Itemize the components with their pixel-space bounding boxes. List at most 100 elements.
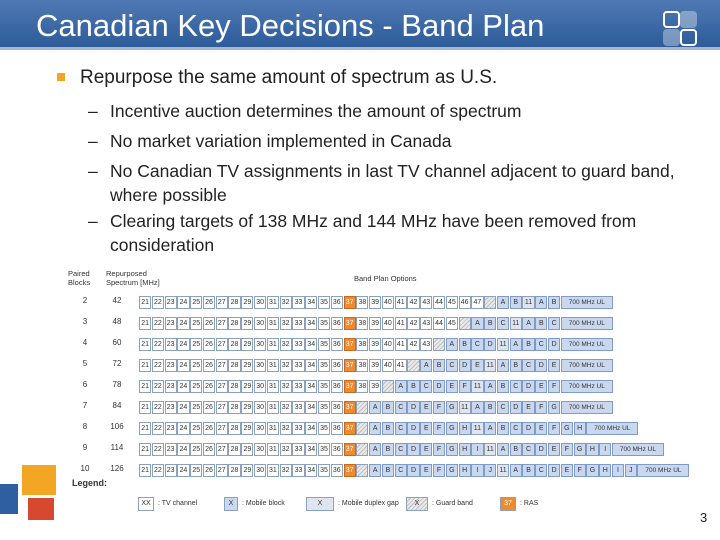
- tv-channel-cell: 22: [151, 464, 164, 477]
- duplex-gap-cell: 11: [484, 359, 497, 372]
- row-paired-blocks: 9: [82, 443, 88, 452]
- mobile-block-cell: E: [471, 359, 484, 372]
- ul-700-cell: 700 MHz UL: [560, 317, 613, 330]
- duplex-gap-cell: 11: [522, 296, 535, 309]
- mobile-block-cell: C: [394, 464, 407, 477]
- tv-channel-cell: 28: [228, 338, 241, 351]
- tv-channel-cell: 26: [202, 443, 216, 456]
- band-plan-row: 21 22 23 24 25 26 27 28 29 30 31 32 33 34 35 36 37 38 39 40…: [139, 359, 613, 372]
- tv-channel-cell: 29: [241, 464, 254, 477]
- tv-channel-cell: 34: [305, 401, 318, 414]
- tv-channel-cell: 30: [254, 296, 267, 309]
- mobile-block-cell: B: [509, 359, 522, 372]
- mobile-block-cell: H: [599, 464, 612, 477]
- ul-700-cell: 700 MHz UL: [560, 338, 613, 351]
- tv-channel-cell: 34: [305, 359, 318, 372]
- tv-channel-cell: 25: [190, 338, 203, 351]
- tv-channel-cell: 26: [202, 422, 216, 435]
- mobile-block-cell: A: [535, 296, 548, 309]
- tv-channel-cell: 39: [369, 338, 382, 351]
- mobile-block-cell: B: [484, 401, 497, 414]
- tv-channel-cell: 30: [254, 359, 267, 372]
- tv-channel-cell: 33: [292, 401, 305, 414]
- tv-channel-cell: 22: [151, 296, 164, 309]
- mobile-block-cell: B: [535, 317, 548, 330]
- mobile-block-cell: H: [573, 422, 586, 435]
- mobile-block-cell: B: [484, 317, 497, 330]
- tv-channel-cell: 46: [458, 296, 471, 309]
- tv-channel-cell: 23: [164, 359, 177, 372]
- tv-channel-cell: 29: [241, 317, 254, 330]
- mobile-block-cell: C: [496, 401, 510, 414]
- ras-cell: 37: [343, 380, 356, 393]
- tv-channel-cell: 33: [292, 443, 305, 456]
- mobile-block-cell: C: [509, 380, 522, 393]
- tv-channel-cell: 22: [151, 422, 164, 435]
- mobile-block-cell: C: [496, 317, 510, 330]
- guard-band-cell: [484, 296, 497, 309]
- mobile-block-cell: E: [522, 401, 535, 414]
- tv-channel-cell: 23: [164, 338, 177, 351]
- row-repurposed-spectrum: 72: [112, 359, 122, 368]
- tv-channel-cell: 44: [432, 296, 446, 309]
- bullet-square-icon: [57, 73, 65, 81]
- band-plan-row: 21 22 23 24 25 26 27 28 29 30 31 32 33 34 35 36 37 38 39 40…: [139, 317, 613, 330]
- row-paired-blocks: 10: [80, 464, 90, 473]
- tv-channel-cell: 27: [215, 380, 228, 393]
- mobile-block-cell: G: [586, 464, 599, 477]
- tv-channel-cell: 27: [215, 338, 228, 351]
- tv-channel-cell: 36: [330, 401, 343, 414]
- tv-channel-cell: 47: [471, 296, 484, 309]
- row-paired-blocks: 8: [82, 422, 88, 431]
- row-repurposed-spectrum: 42: [112, 296, 122, 305]
- tv-channel-cell: 33: [292, 296, 305, 309]
- tv-channel-cell: 35: [317, 338, 331, 351]
- sub-bullet: – No market variation implemented in Can…: [88, 131, 452, 151]
- guard-band-cell: [356, 464, 369, 477]
- tv-channel-cell: 27: [215, 296, 228, 309]
- mobile-block-cell: C: [420, 380, 433, 393]
- band-plan-row: 21 22 23 24 25 26 27 28 29 30 31 32 33 34 35 36 37 38 39 A B…: [139, 380, 613, 393]
- tv-channel-cell: 22: [151, 359, 164, 372]
- tv-channel-cell: 28: [228, 422, 241, 435]
- tv-channel-cell: 26: [202, 359, 216, 372]
- duplex-gap-cell: 11: [484, 443, 497, 456]
- tv-channel-cell: 26: [202, 296, 216, 309]
- tv-channel-cell: 32: [279, 317, 292, 330]
- tv-channel-cell: 29: [241, 359, 254, 372]
- decor-square-orange: [22, 465, 56, 495]
- tv-channel-cell: 40: [381, 338, 395, 351]
- tv-channel-cell: 36: [330, 443, 343, 456]
- sub-bullet: – No Canadian TV assignments in last TV …: [88, 161, 675, 205]
- mobile-block-cell: A: [509, 338, 522, 351]
- tv-channel-cell: 29: [241, 338, 254, 351]
- row-repurposed-spectrum: 48: [112, 317, 122, 326]
- tv-channel-cell: 39: [369, 380, 382, 393]
- tv-channel-cell: 43: [420, 338, 433, 351]
- mobile-block-cell: F: [432, 401, 446, 414]
- tv-channel-cell: 24: [177, 401, 190, 414]
- tv-channel-cell: 40: [381, 317, 395, 330]
- tv-channel-cell: 23: [164, 296, 177, 309]
- mobile-block-cell: E: [548, 443, 561, 456]
- tv-channel-cell: 23: [164, 422, 177, 435]
- mobile-block-cell: G: [445, 443, 458, 456]
- ul-700-cell: 700 MHz UL: [560, 401, 613, 414]
- tv-channel-cell: 28: [228, 401, 241, 414]
- mobile-block-cell: C: [471, 338, 484, 351]
- tv-channel-cell: 25: [190, 464, 203, 477]
- tv-channel-cell: 39: [369, 359, 382, 372]
- mobile-block-cell: B: [496, 380, 510, 393]
- mobile-block-cell: I: [611, 464, 625, 477]
- mobile-block-cell: E: [548, 359, 561, 372]
- tv-channel-cell: 30: [254, 338, 267, 351]
- tv-channel-cell: 36: [330, 359, 343, 372]
- tv-channel-cell: 32: [279, 464, 292, 477]
- tv-channel-cell: 27: [215, 359, 228, 372]
- tv-channel-cell: 21: [139, 296, 152, 309]
- legend: XX : TV channel X : Mobile block X : Mob…: [138, 497, 568, 511]
- duplex-gap-cell: 11: [496, 338, 510, 351]
- tv-channel-cell: 43: [420, 317, 433, 330]
- tv-channel-cell: 31: [266, 359, 279, 372]
- ras-cell: 37: [343, 422, 356, 435]
